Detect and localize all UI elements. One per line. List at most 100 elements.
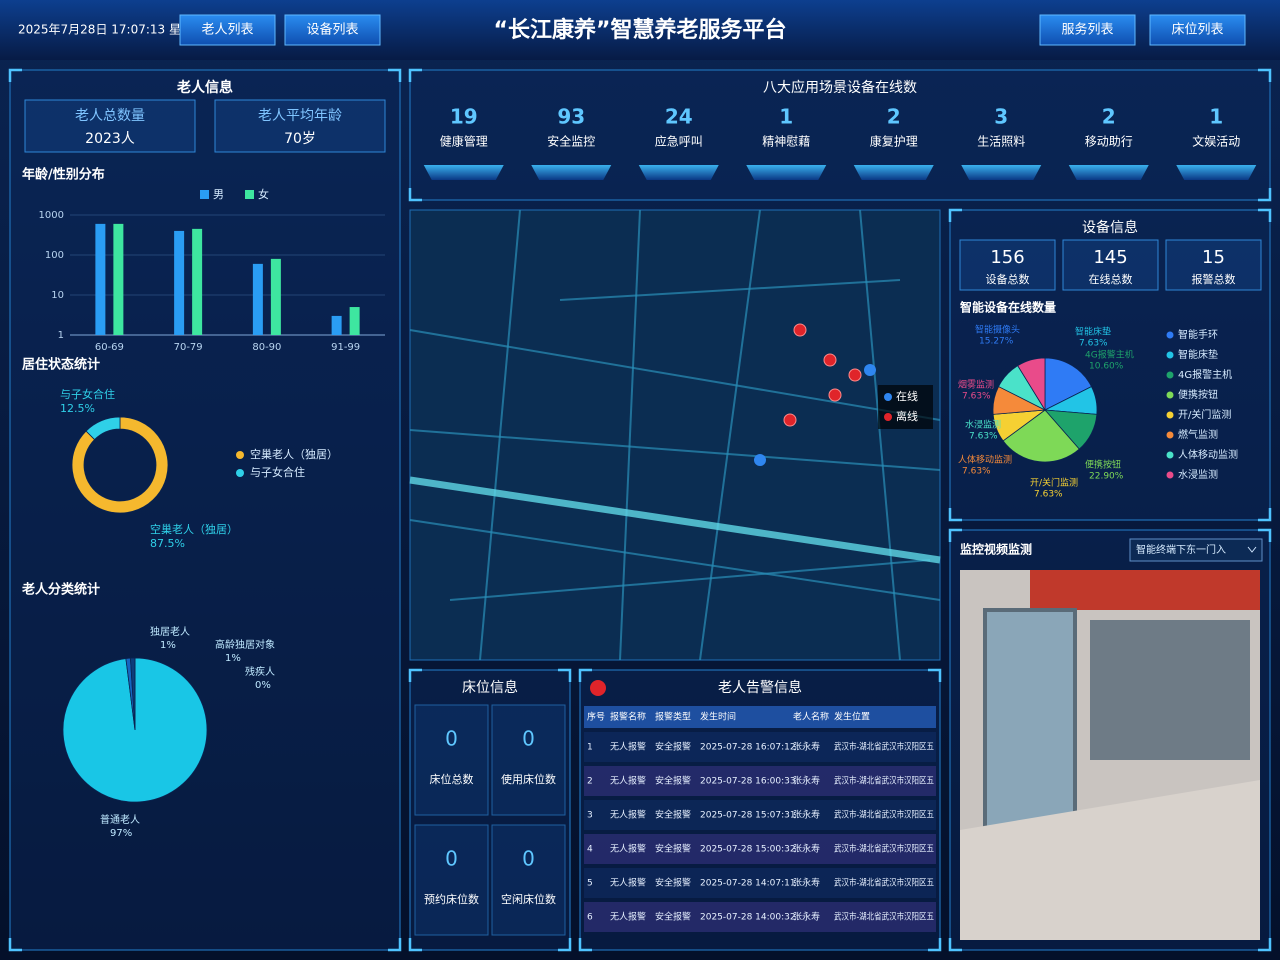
bar (95, 223, 106, 335)
camera-select-arrow[interactable] (1247, 546, 1257, 553)
slice-label: 4G报警主机 (1085, 349, 1134, 361)
stat-box (214, 99, 386, 153)
table-row (584, 902, 936, 932)
legend-label: 离线 (896, 409, 918, 423)
slice-value: 15.27% (979, 337, 1014, 347)
camera-select-label[interactable]: 智能终端下东一门入 (1136, 543, 1226, 556)
scene-platform (1176, 165, 1257, 180)
chart-title: 年龄/性别分布 (22, 167, 105, 183)
bed-box (491, 704, 566, 816)
table-cell: 5 (587, 879, 593, 889)
slice-value: 7.63% (1034, 490, 1063, 500)
nav-button[interactable] (179, 14, 276, 46)
scene-label: 健康管理 (440, 134, 488, 149)
legend-dot (236, 469, 244, 477)
table-cell: 张永寿 (793, 775, 820, 787)
table-cell: 2025-07-28 16:07:12 (700, 743, 796, 753)
video-floor (960, 780, 1260, 940)
bar (113, 223, 124, 335)
table-cell: 无人报警 (610, 809, 646, 821)
table-cell: 2025-07-28 16:00:33 (700, 777, 796, 787)
table-cell: 安全报警 (655, 843, 691, 855)
column-header: 发生时间 (700, 711, 736, 723)
scene-platform (961, 165, 1042, 180)
bed-box (491, 824, 566, 936)
slice (1002, 409, 1080, 463)
slice-label: 普通老人 (100, 813, 140, 826)
table-cell: 武汉市-湖北省武汉市汉阳区五 (834, 911, 934, 923)
map-marker (783, 413, 797, 427)
bed-label: 使用床位数 (501, 772, 556, 786)
column-header: 报警类型 (655, 711, 691, 723)
legend-label: 女 (258, 187, 269, 201)
panel-corner (948, 528, 1272, 952)
panel (409, 669, 571, 951)
scene-count: 24 (665, 105, 693, 129)
bar (252, 263, 263, 335)
table-cell: 无人报警 (610, 911, 646, 923)
map-road (409, 329, 941, 421)
panel-corner (408, 668, 572, 952)
column-header: 发生位置 (834, 711, 870, 723)
legend-label: 4G报警主机 (1178, 368, 1232, 381)
table-cell: 张永寿 (793, 741, 820, 753)
scene-label: 应急呼叫 (655, 134, 703, 149)
slice-value: 1% (225, 653, 241, 664)
scene-platform (1068, 165, 1149, 180)
stat-value: 15 (1202, 247, 1225, 268)
table-cell: 武汉市-湖北省武汉市汉阳区五 (834, 775, 934, 787)
nav-button-label[interactable]: 床位列表 (1171, 23, 1223, 38)
legend-label: 与子女合住 (250, 465, 305, 479)
slice-label: 开/关门监测 (1030, 477, 1078, 489)
camera-select[interactable] (1129, 538, 1263, 562)
scene-label: 移动助行 (1085, 135, 1133, 149)
map-marker (864, 364, 876, 376)
table-cell: 无人报警 (610, 877, 646, 889)
stat-value: 70岁 (284, 131, 316, 147)
nav-button[interactable] (1149, 14, 1246, 46)
map-road (409, 519, 941, 601)
nav-button-label[interactable]: 设备列表 (306, 22, 358, 38)
scene-count: 3 (994, 105, 1008, 129)
slice-label: 便携按钮 (1085, 459, 1121, 471)
scene-count: 2 (1102, 105, 1116, 129)
slice-label: 与子女合住 (60, 387, 115, 401)
nav-button[interactable] (1039, 14, 1136, 46)
legend-label: 智能床垫 (1178, 348, 1218, 361)
scene-label: 安全监控 (547, 134, 595, 149)
stat-box (959, 239, 1056, 291)
nav-button[interactable] (284, 14, 381, 46)
x-tick-label: 60-69 (95, 342, 124, 353)
legend-dot (1166, 411, 1174, 419)
table-cell: 武汉市-湖北省武汉市汉阳区五 (834, 877, 934, 889)
scene-label: 生活照料 (977, 135, 1025, 149)
legend-label: 在线 (896, 389, 918, 403)
y-tick-label: 10 (51, 290, 64, 301)
slice-label: 人体移动监测 (958, 454, 1012, 466)
map-legend (878, 385, 933, 429)
x-tick-label: 70-79 (174, 342, 203, 353)
scene-count: 1 (1209, 105, 1223, 129)
legend-dot (884, 393, 892, 401)
slice-value: 97% (110, 828, 132, 839)
legend-dot (1166, 351, 1174, 359)
bar (270, 258, 281, 335)
table-cell: 2 (587, 777, 593, 787)
scene-label: 精神慰藉 (762, 135, 810, 149)
legend-dot (1166, 451, 1174, 459)
nav-button-label[interactable]: 服务列表 (1061, 22, 1113, 38)
stat-label: 设备总数 (986, 272, 1030, 286)
table-cell: 安全报警 (655, 809, 691, 821)
nav-button-label[interactable]: 老人列表 (201, 23, 253, 38)
legend-label: 水浸监测 (1178, 468, 1218, 481)
table-row (584, 732, 936, 762)
table-cell: 张永寿 (793, 843, 820, 855)
table-cell: 无人报警 (610, 741, 646, 753)
map-road (479, 209, 521, 661)
legend-dot (1166, 371, 1174, 379)
stat-box (1062, 239, 1159, 291)
legend-dot (1166, 471, 1174, 479)
stat-label: 在线总数 (1089, 272, 1133, 286)
legend-swatch (245, 190, 254, 199)
slice-label: 高龄独居对象 (215, 638, 275, 651)
